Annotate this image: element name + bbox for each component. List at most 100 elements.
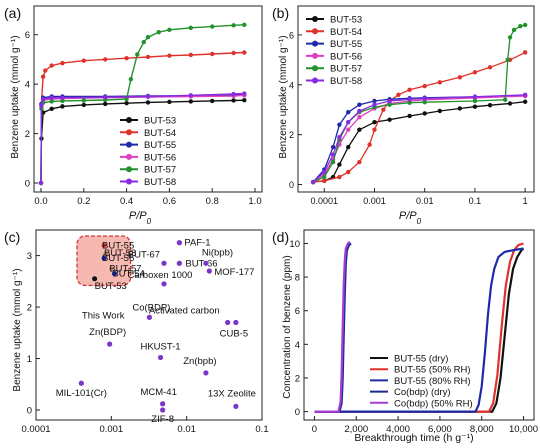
data-point	[346, 110, 351, 115]
data-point	[522, 92, 528, 97]
data-point	[188, 25, 193, 30]
data-point	[487, 65, 493, 70]
scatter-label: BUT-55	[102, 240, 134, 251]
y-tick-label: 0	[295, 407, 300, 418]
legend-label: BUT-55	[144, 140, 176, 151]
scatter-point	[159, 407, 166, 414]
data-point	[422, 96, 427, 101]
breakthrough-curve	[314, 247, 525, 413]
scatter-label: 13X Zeolite	[208, 388, 256, 399]
data-point	[522, 50, 528, 55]
series-line-but-58	[312, 94, 526, 183]
data-point	[346, 127, 351, 132]
legend-marker	[312, 65, 318, 72]
x-tick-label: 0.1	[469, 196, 482, 206]
data-point	[387, 102, 392, 107]
legend-label: BUT-57	[330, 64, 362, 75]
data-point	[330, 144, 336, 150]
scatter-point	[157, 354, 164, 361]
data-point	[103, 57, 108, 62]
data-point	[357, 108, 362, 114]
breakthrough-curve	[314, 240, 351, 413]
data-point	[124, 96, 129, 102]
data-point	[357, 102, 362, 107]
data-point	[518, 24, 523, 29]
scatter-label: HKUST-1	[140, 342, 180, 353]
data-point	[210, 51, 215, 57]
scatter-label: MCM-41	[140, 387, 176, 398]
data-point	[337, 162, 342, 167]
data-point	[407, 113, 412, 119]
data-point	[357, 115, 362, 120]
scatter-point	[101, 255, 108, 262]
legend-label: BUT-58	[144, 177, 176, 188]
plot-frame	[297, 5, 535, 193]
legend-label: BUT-55	[330, 39, 362, 50]
x-tick-label: 0.6	[163, 196, 176, 207]
scatter-label: BUT-54	[112, 269, 144, 280]
scatter-point	[232, 319, 239, 326]
data-point	[502, 97, 508, 102]
panel-label-b: (b)	[272, 5, 289, 21]
legend-marker	[126, 141, 132, 148]
legend-marker	[312, 40, 318, 47]
scatter-label: Activated carbon	[149, 306, 220, 317]
data-point	[135, 52, 140, 57]
data-point	[49, 99, 54, 104]
x-tick-label: 6,000	[428, 424, 452, 435]
data-point	[145, 54, 151, 60]
data-point	[407, 87, 412, 92]
y-tick-label: 0	[25, 179, 30, 190]
data-point	[487, 103, 493, 108]
data-point	[472, 94, 478, 99]
data-point	[367, 142, 372, 147]
data-point	[437, 80, 443, 85]
data-point	[357, 127, 362, 132]
x-tick-label: 0.0	[34, 196, 47, 207]
legend-label: Co(bdp) (dry)	[394, 387, 451, 398]
series-line-but-56	[312, 95, 526, 183]
series-line-but-53	[313, 101, 526, 183]
y-tick-label: 6	[289, 30, 294, 40]
scatter-point	[224, 319, 231, 326]
panel-b-xlabel: P/P0	[399, 210, 422, 226]
scatter-label: BUT-67	[128, 249, 160, 260]
data-point	[330, 159, 336, 165]
data-point	[472, 104, 478, 109]
data-point	[522, 22, 528, 28]
data-point	[103, 95, 108, 100]
legend-marker	[312, 28, 318, 35]
plot-frame	[35, 229, 263, 421]
data-point	[124, 55, 129, 61]
data-point	[60, 104, 65, 109]
panel-a: (a) Benzene uptake (mmol g⁻¹) P/P0 0.0 0.…	[4, 5, 263, 226]
x-tick-label: 10,000	[509, 424, 538, 435]
data-point	[330, 152, 336, 157]
scatter-point	[111, 270, 118, 277]
panel-a-ylabel: Benzene uptake (mmol g⁻¹)	[10, 35, 21, 158]
legend-marker	[126, 117, 132, 123]
data-point	[49, 63, 54, 68]
data-point	[407, 100, 412, 105]
scatter-point	[202, 369, 209, 376]
scatter-point	[176, 260, 183, 267]
scatter-label: BUT-56	[102, 253, 134, 264]
x-tick-label: 4,000	[386, 424, 410, 435]
plot-frame	[303, 229, 535, 421]
data-point	[357, 159, 362, 165]
y-tick-label: 6	[25, 30, 30, 41]
legend-label: BUT-55 (80% RH)	[394, 376, 471, 387]
legend-label: BUT-58	[330, 76, 362, 87]
data-point	[81, 58, 87, 63]
data-point	[322, 174, 327, 180]
data-point	[337, 134, 342, 140]
data-point	[507, 101, 513, 106]
data-point	[60, 95, 65, 100]
data-point	[103, 101, 108, 107]
data-point	[511, 27, 517, 33]
data-point	[337, 174, 342, 180]
data-point	[372, 98, 377, 104]
scatter-label: ZIF-8	[151, 414, 174, 425]
data-point	[472, 70, 478, 75]
